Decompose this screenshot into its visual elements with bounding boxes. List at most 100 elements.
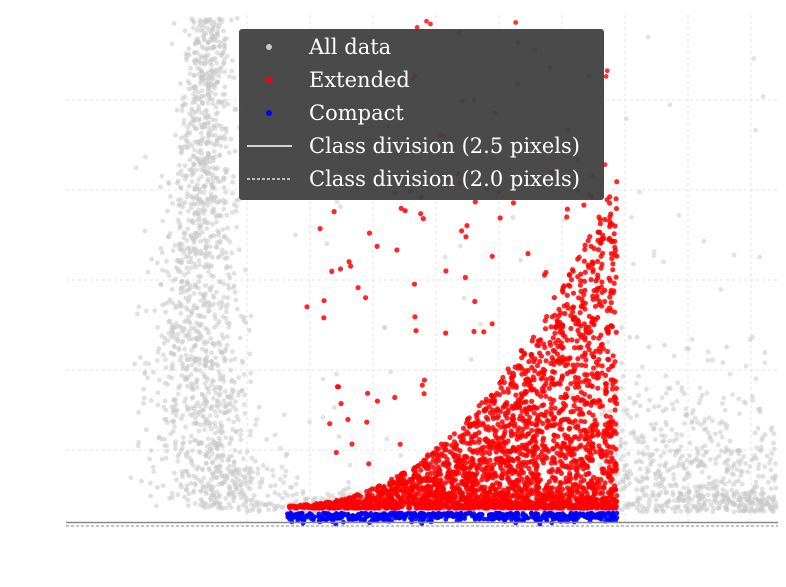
data-point-all — [271, 473, 276, 479]
data-point-all — [714, 491, 720, 496]
data-point-extended — [558, 377, 565, 383]
data-point-all — [197, 291, 203, 296]
data-point-extended — [479, 484, 485, 490]
data-point-all — [629, 215, 634, 220]
data-point-all — [247, 351, 253, 357]
data-point-all — [227, 74, 232, 79]
data-point-all — [613, 452, 619, 458]
data-point-extended — [549, 490, 555, 496]
data-point-all — [222, 46, 228, 52]
data-point-all — [703, 449, 709, 455]
data-point-all — [242, 467, 247, 473]
data-point-all — [186, 183, 192, 189]
data-point-all — [227, 470, 233, 475]
data-point-all — [692, 415, 698, 421]
data-point-all — [187, 71, 193, 77]
data-point-all — [669, 506, 675, 511]
data-point-all — [207, 467, 213, 473]
data-point-all — [183, 487, 189, 493]
data-point-all — [158, 282, 164, 288]
data-point-all — [136, 409, 142, 415]
data-point-all — [240, 360, 246, 366]
data-point-all — [164, 420, 170, 426]
data-point-all — [201, 189, 207, 195]
data-point-all — [210, 45, 216, 51]
data-point-all — [627, 480, 632, 486]
data-point-all — [198, 422, 204, 428]
data-point-all — [231, 174, 236, 179]
data-point-all — [663, 391, 669, 396]
data-point-extended — [421, 457, 427, 463]
data-point-all — [182, 377, 188, 383]
data-point-all — [621, 467, 627, 473]
data-point-all — [241, 372, 247, 377]
data-point-extended — [594, 375, 600, 381]
data-point-all — [191, 170, 196, 175]
data-point-extended — [574, 338, 580, 344]
data-point-extended — [549, 314, 555, 320]
data-point-all — [157, 434, 162, 440]
data-point-all — [223, 170, 229, 176]
data-point-extended — [515, 477, 521, 483]
data-point-all — [242, 392, 247, 398]
data-point-all — [170, 201, 176, 206]
data-point-all — [214, 468, 220, 473]
data-point-all — [222, 358, 228, 364]
data-point-extended — [550, 335, 556, 341]
data-point-extended — [557, 343, 564, 349]
data-point-all — [218, 464, 223, 470]
data-point-extended — [590, 267, 596, 273]
data-point-extended — [581, 278, 588, 284]
data-point-all — [183, 254, 189, 260]
data-point-all — [185, 52, 191, 58]
data-point-all — [631, 400, 637, 406]
data-point-all — [294, 491, 300, 497]
data-point-all — [231, 495, 236, 500]
data-point-all — [178, 81, 183, 86]
data-point-extended — [602, 298, 608, 305]
data-point-all — [731, 482, 736, 487]
data-point-all — [671, 353, 677, 359]
data-point-all — [181, 118, 187, 123]
data-point-all — [665, 468, 670, 474]
data-point-extended — [529, 398, 535, 404]
data-point-all — [721, 476, 726, 481]
data-point-extended — [605, 348, 611, 355]
data-point-all — [227, 400, 233, 406]
data-point-extended — [515, 456, 521, 462]
data-point-extended — [483, 407, 489, 413]
data-point-all — [340, 491, 345, 497]
data-point-extended — [612, 223, 618, 229]
data-point-all — [644, 509, 649, 515]
data-point-all — [181, 250, 187, 256]
data-point-all — [192, 147, 197, 153]
data-point-all — [206, 480, 212, 486]
data-point-all — [203, 255, 208, 260]
data-point-all — [214, 212, 220, 218]
data-point-all — [189, 362, 195, 368]
data-point-all — [182, 272, 188, 278]
data-point-all — [618, 456, 624, 462]
data-point-all — [212, 324, 218, 330]
data-point-extended — [529, 338, 535, 344]
data-point-extended — [595, 385, 601, 391]
data-point-extended — [594, 370, 601, 376]
data-point-all — [165, 338, 171, 343]
data-point-all — [468, 357, 474, 362]
data-point-extended — [591, 335, 597, 341]
data-point-extended — [452, 486, 458, 492]
data-point-all — [205, 45, 211, 51]
data-point-extended — [476, 410, 482, 416]
data-point-all — [666, 386, 671, 391]
data-point-all — [215, 100, 221, 105]
data-point-all — [189, 106, 195, 112]
data-point-all — [646, 468, 652, 474]
data-point-extended — [418, 467, 424, 473]
data-point-all — [214, 79, 220, 85]
data-point-all — [670, 492, 676, 498]
data-point-all — [757, 254, 763, 260]
data-point-all — [234, 467, 240, 472]
data-point-all — [197, 196, 203, 202]
data-point-all — [272, 507, 278, 512]
data-point-all — [187, 293, 193, 299]
